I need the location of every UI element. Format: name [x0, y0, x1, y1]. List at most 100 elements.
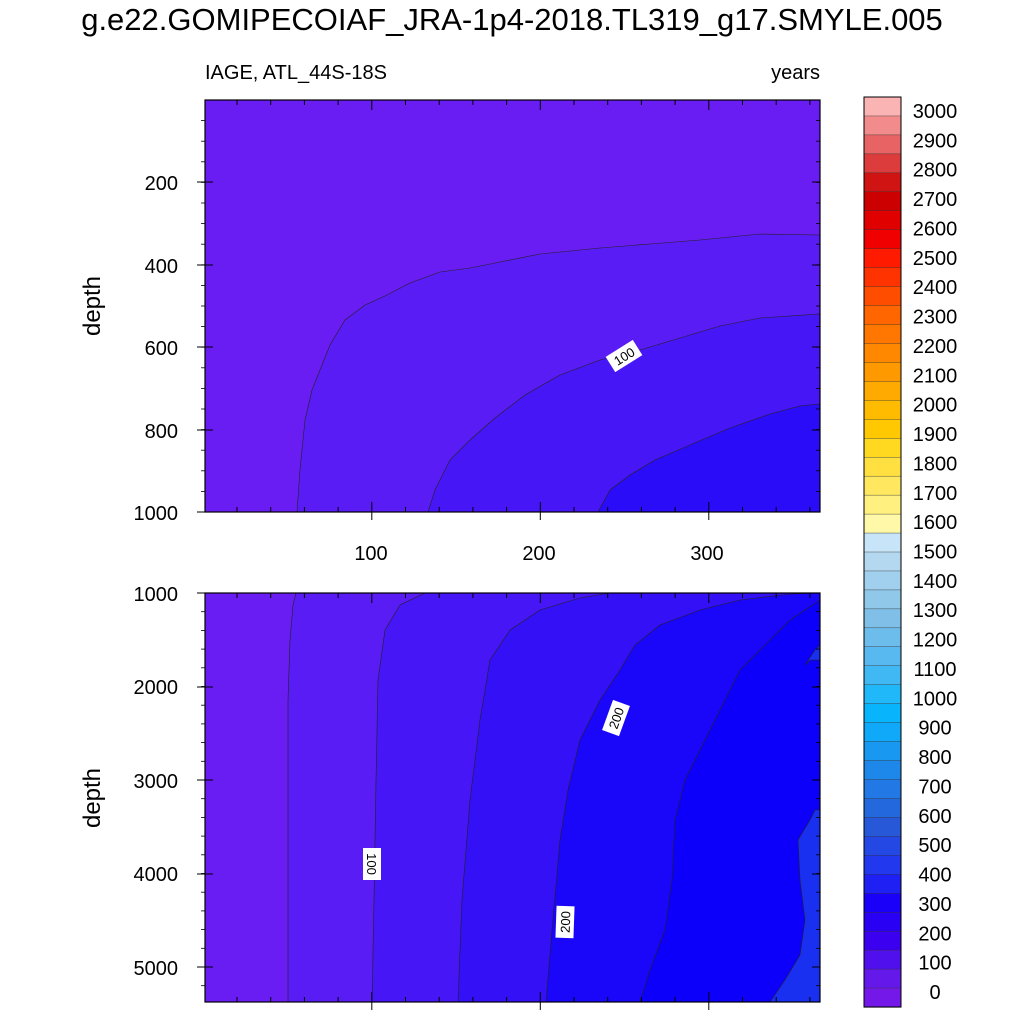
colorbar-frame — [863, 96, 902, 1008]
bottom-contour-label: 200 — [602, 699, 630, 737]
colorbar-swatch — [863, 210, 902, 231]
colorbar-swatch — [863, 589, 902, 610]
xtick-label: 200 — [522, 543, 555, 565]
colorbar-swatch — [863, 362, 902, 382]
colorbar-swatch — [863, 438, 902, 458]
top-ytick-label: 800 — [145, 421, 178, 443]
colorbar-swatch — [863, 798, 902, 819]
colorbar-label: 1600 — [913, 512, 958, 534]
colorbar — [863, 96, 902, 1008]
colorbar-swatch — [863, 949, 902, 970]
colorbar-label: 300 — [918, 894, 951, 916]
xtick-label: 100 — [354, 543, 387, 565]
bottom-ytick-label: 5000 — [134, 958, 179, 980]
top-ytick-label: 600 — [145, 338, 178, 360]
colorbar-swatch — [863, 191, 902, 212]
colorbar-swatch — [863, 475, 902, 496]
colorbar-swatch — [863, 627, 902, 648]
colorbar-label: 1000 — [913, 688, 958, 710]
colorbar-label: 2900 — [913, 130, 958, 152]
colorbar-swatch — [863, 836, 902, 856]
colorbar-swatch — [863, 551, 902, 572]
bottom-y-axis-label: depth — [79, 768, 106, 828]
colorbar-label: 900 — [918, 718, 951, 740]
right-subtitle: years — [771, 62, 820, 84]
colorbar-swatch — [863, 760, 902, 781]
colorbar-swatch — [863, 779, 902, 800]
colorbar-swatch — [863, 646, 902, 667]
colorbar-labels: 3000290028002700260025002400230022002100… — [913, 101, 958, 1004]
colorbar-swatch — [863, 874, 902, 894]
colorbar-swatch — [863, 324, 902, 345]
bottom-band-250-300 — [639, 599, 821, 1003]
colorbar-swatch — [863, 987, 902, 1008]
xtick-label: 300 — [690, 543, 723, 565]
colorbar-label: 200 — [918, 923, 951, 945]
colorbar-label: 2600 — [913, 218, 958, 240]
top-ytick-label: 400 — [145, 256, 178, 278]
colorbar-label: 1500 — [913, 542, 958, 564]
colorbar-swatch — [863, 229, 902, 250]
bottom-ytick-label: 1000 — [134, 584, 179, 606]
colorbar-swatch — [863, 115, 902, 136]
colorbar-label: 3000 — [913, 101, 958, 123]
colorbar-label: 0 — [929, 982, 940, 1004]
bottom-ytick-label: 2000 — [134, 677, 179, 699]
bottom-ytick-label: 3000 — [134, 771, 179, 793]
bottom-band-300-350 — [769, 644, 821, 1003]
colorbar-swatch — [863, 381, 902, 401]
top-ytick-label: 1000 — [134, 503, 179, 525]
colorbar-swatch — [863, 968, 902, 989]
svg-text:200: 200 — [558, 911, 574, 933]
colorbar-swatch — [863, 912, 902, 932]
bottom-plot-frame — [204, 592, 821, 1003]
bottom-axis-ticks — [197, 592, 820, 1010]
colorbar-label: 2000 — [913, 395, 958, 417]
colorbar-swatch — [863, 684, 902, 705]
colorbar-swatch — [863, 494, 902, 515]
colorbar-swatch — [863, 172, 902, 193]
colorbar-label: 100 — [918, 953, 951, 975]
colorbar-swatch — [863, 419, 902, 439]
colorbar-swatch — [863, 457, 902, 477]
colorbar-swatch — [863, 153, 902, 174]
colorbar-label: 1900 — [913, 424, 958, 446]
colorbar-label: 1700 — [913, 483, 958, 505]
colorbar-swatch — [863, 817, 902, 837]
colorbar-label: 1400 — [913, 571, 958, 593]
colorbar-swatch — [863, 134, 902, 155]
colorbar-swatch — [863, 267, 902, 288]
colorbar-swatch — [863, 400, 902, 420]
bottom-panel: 100 200 200 1000 2000 3000 4000 5000 dep… — [79, 584, 821, 1010]
colorbar-label: 2400 — [913, 277, 958, 299]
colorbar-swatch — [863, 248, 902, 269]
colorbar-swatch — [863, 305, 902, 326]
svg-text:200: 200 — [606, 705, 628, 731]
top-axis-ticks — [197, 100, 820, 520]
top-ytick-label: 200 — [145, 173, 178, 195]
colorbar-swatch — [863, 665, 902, 686]
bottom-contour-label: 200 — [555, 905, 575, 939]
colorbar-swatch — [863, 893, 902, 913]
colorbar-swatch — [863, 855, 902, 875]
colorbar-label: 500 — [918, 835, 951, 857]
colorbar-swatch — [863, 930, 902, 951]
colorbar-label: 800 — [918, 747, 951, 769]
colorbar-swatch — [863, 513, 902, 534]
svg-text:100: 100 — [364, 853, 379, 875]
colorbar-swatch — [863, 96, 902, 117]
colorbar-swatch — [863, 703, 902, 724]
colorbar-label: 2100 — [913, 365, 958, 387]
left-subtitle: IAGE, ATL_44S-18S — [205, 62, 387, 84]
colorbar-label: 2500 — [913, 248, 958, 270]
colorbar-label: 600 — [918, 806, 951, 828]
colorbar-label: 2800 — [913, 160, 958, 182]
colorbar-label: 1800 — [913, 453, 958, 475]
bottom-contour-label: 100 — [363, 848, 381, 880]
colorbar-swatch — [863, 722, 902, 743]
top-panel: 100 200 400 600 800 1000 100 200 300 dep… — [79, 99, 821, 565]
colorbar-label: 2700 — [913, 189, 958, 211]
colorbar-label: 1200 — [913, 630, 958, 652]
colorbar-swatch — [863, 608, 902, 629]
